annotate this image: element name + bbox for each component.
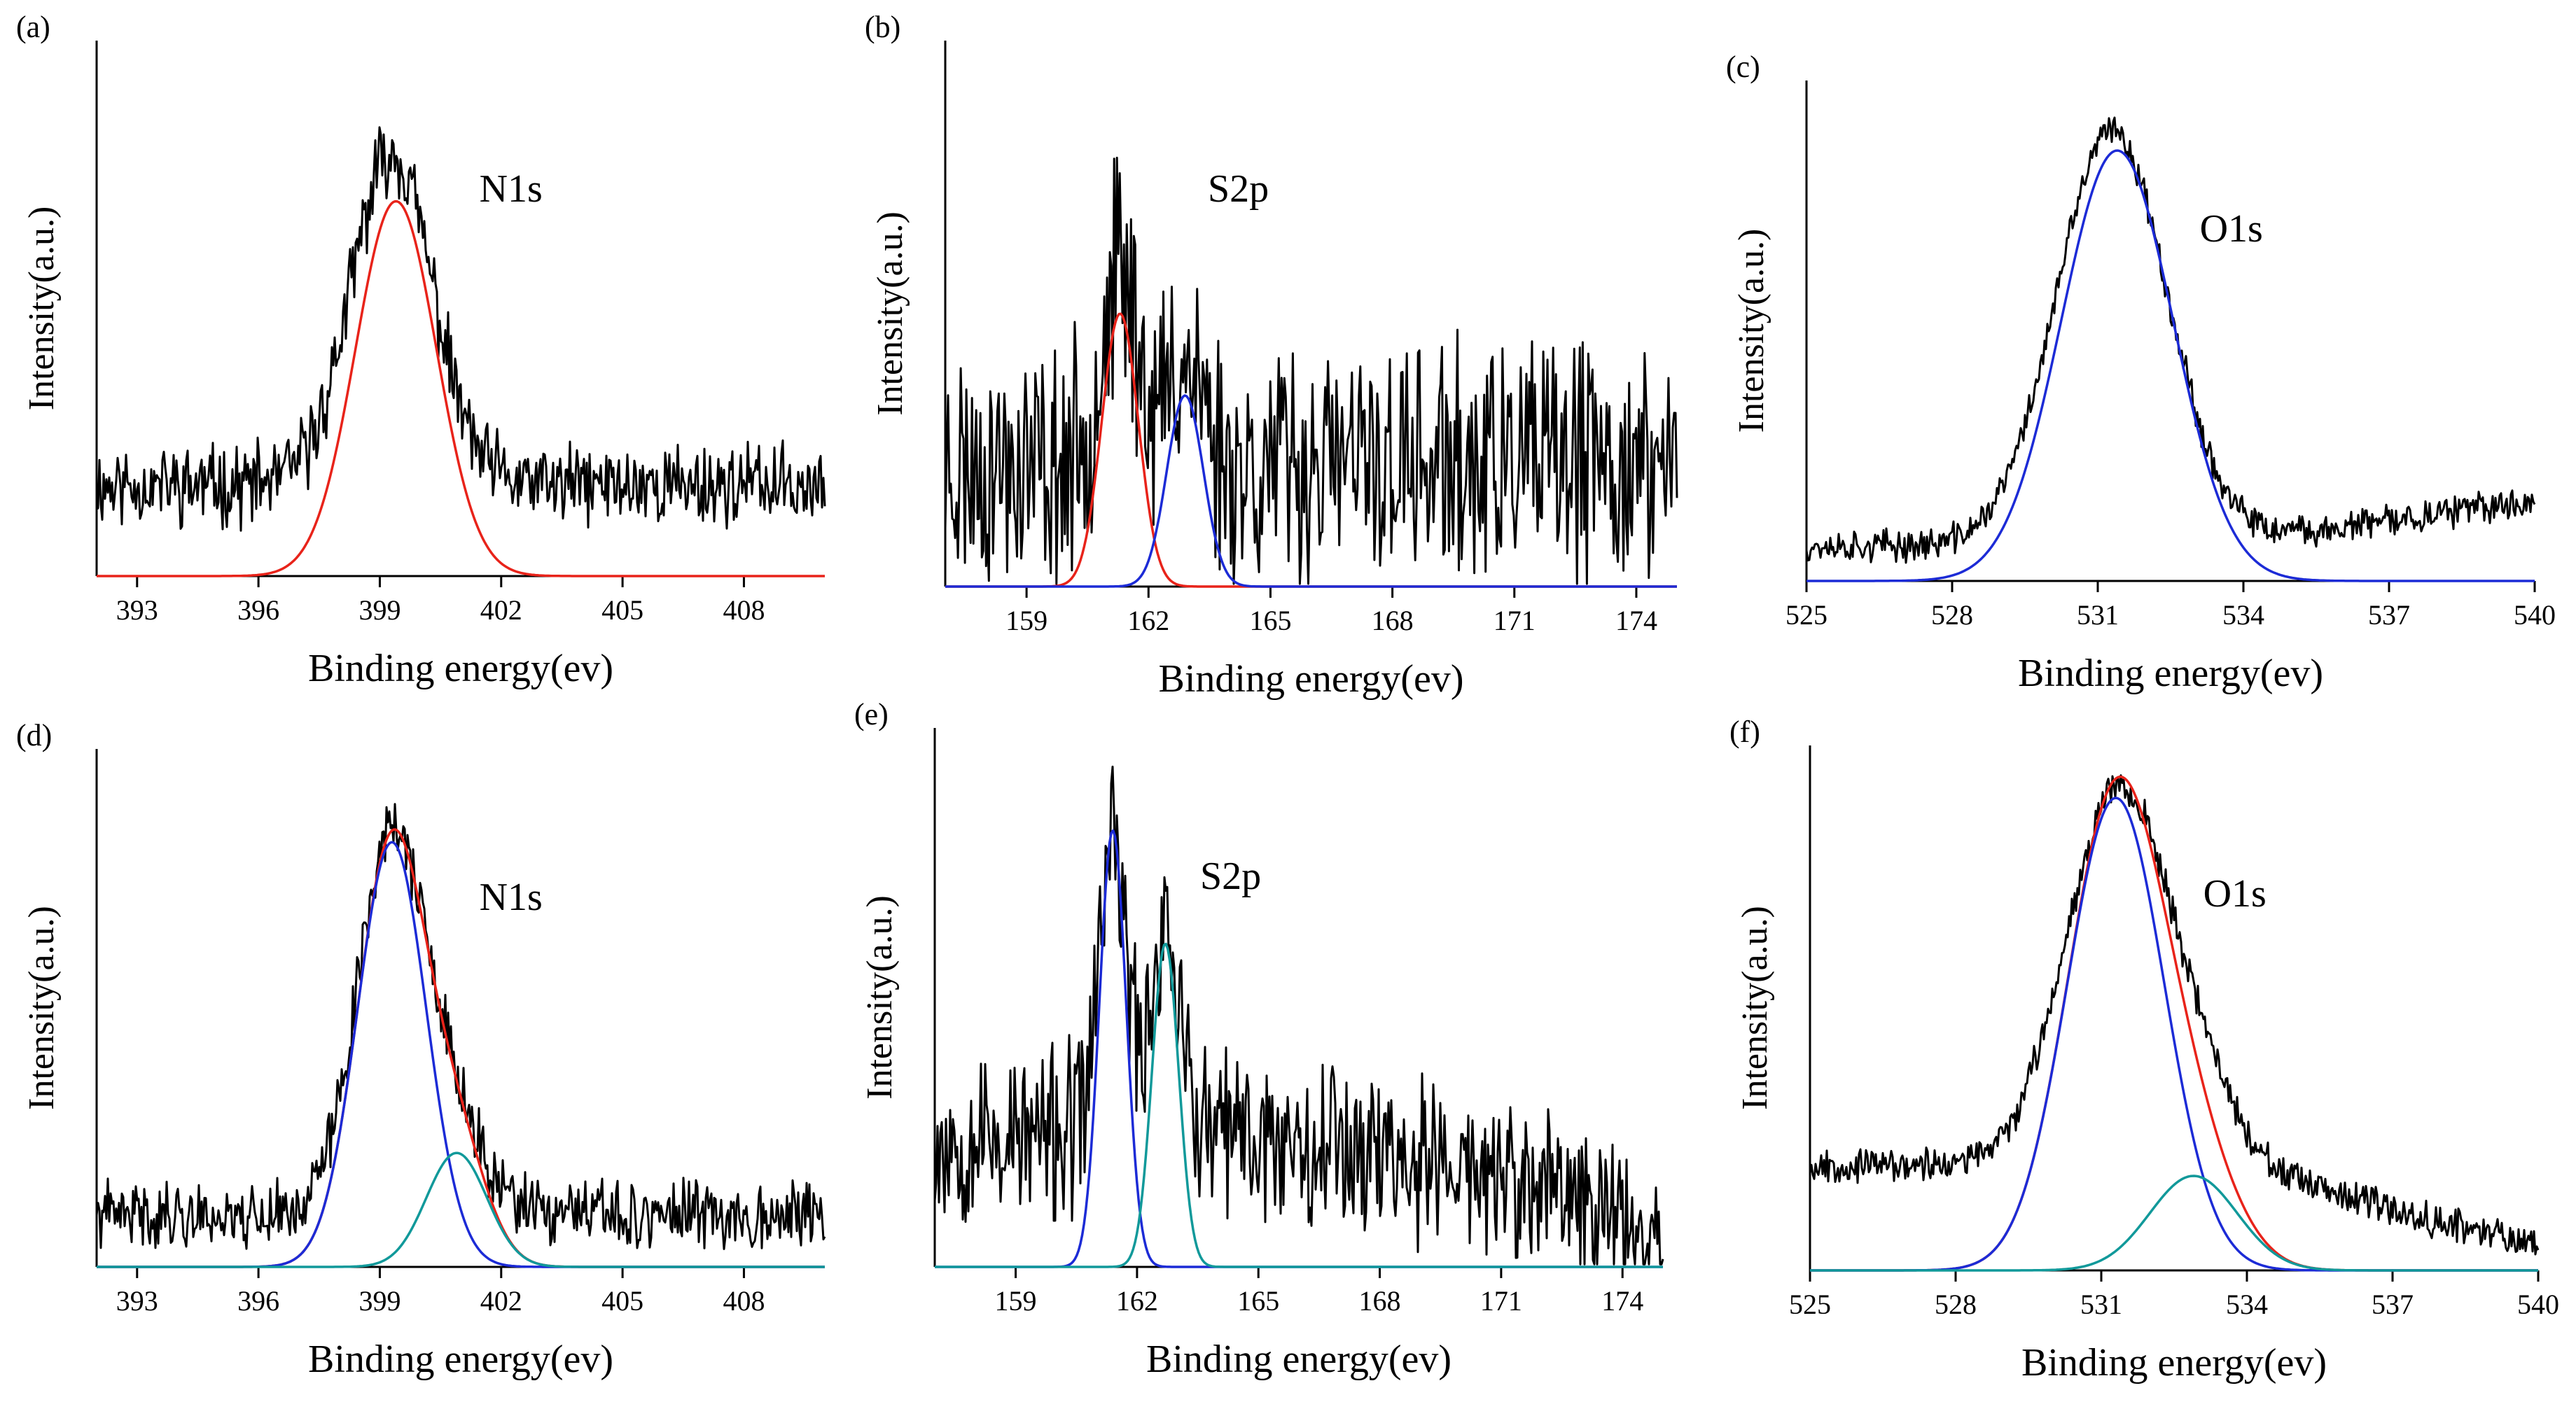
x-tick-label: 531 <box>2077 599 2119 631</box>
x-tick-label: 393 <box>116 594 158 626</box>
y-axis-title: Intensity(a.u.) <box>860 895 900 1100</box>
x-tick-label: 399 <box>358 1285 401 1317</box>
panel-letter: (c) <box>1726 50 1760 84</box>
x-axis-title: Binding energy(ev) <box>308 1338 613 1381</box>
series-raw-spectrum <box>95 803 826 1250</box>
panel-e: 159 162 165 168 171 174 Binding energy(ev) Inte… <box>854 697 1664 1381</box>
series-raw-spectrum <box>96 126 826 532</box>
x-tick-label: 165 <box>1249 605 1291 636</box>
x-tick-label: 534 <box>2226 1289 2268 1320</box>
spectrum-label: N1s <box>480 167 543 211</box>
x-axis-title: Binding energy(ev) <box>1159 657 1464 701</box>
x-tick-label: 168 <box>1359 1285 1401 1317</box>
x-axis-title: Binding energy(ev) <box>308 647 613 690</box>
x-tick-label: 174 <box>1615 605 1657 636</box>
series-component-2 <box>1810 1175 2538 1272</box>
x-tick-label: 540 <box>2517 1289 2559 1320</box>
panel-f: 525 528 531 534 537 540 Binding energy(ev) Inte… <box>1729 715 2559 1385</box>
panel-d: 393 396 399 402 405 408 Binding energy(ev) Inte… <box>16 718 826 1381</box>
series-raw-spectrum <box>933 765 1664 1266</box>
x-tick-label: 525 <box>1789 1289 1831 1320</box>
series-raw-spectrum <box>1809 774 2540 1256</box>
spectrum-label: S2p <box>1208 167 1269 211</box>
series-fit <box>1806 149 2535 582</box>
x-axis-title: Binding energy(ev) <box>1146 1338 1451 1381</box>
x-tick-label: 402 <box>480 594 522 626</box>
series-s2p1-2-fit <box>945 394 1677 588</box>
x-tick-label: 528 <box>1935 1289 1977 1320</box>
x-tick-label: 405 <box>601 594 643 626</box>
x-tick-label: 396 <box>237 1285 279 1317</box>
y-axis-title: Intensity(a.u.) <box>870 211 910 416</box>
panel-a: 393 396 399 402 405 408 Binding energy(ev) Inte… <box>16 10 826 690</box>
x-tick-label: 537 <box>2372 1289 2414 1320</box>
panel-c: 525 528 531 534 537 540 Binding energy(ev) Inte… <box>1726 50 2556 695</box>
series-raw-spectrum <box>944 156 1678 585</box>
x-tick-label: 399 <box>358 594 401 626</box>
x-tick-label: 162 <box>1116 1285 1158 1317</box>
y-axis-title: Intensity(a.u.) <box>1732 229 1771 433</box>
x-tick-label: 168 <box>1372 605 1414 636</box>
spectrum-label: N1s <box>480 876 543 919</box>
series-component-1 <box>935 829 1663 1268</box>
x-axis-title: Binding energy(ev) <box>2021 1341 2327 1385</box>
x-tick-label: 540 <box>2514 599 2556 631</box>
x-tick-label: 408 <box>723 1285 765 1317</box>
series-component-2 <box>97 1151 825 1268</box>
x-tick-label: 171 <box>1480 1285 1522 1317</box>
x-tick-label: 159 <box>995 1285 1037 1317</box>
spectrum-label: O1s <box>2203 872 2267 916</box>
x-tick-label: 174 <box>1601 1285 1643 1317</box>
y-axis-title: Intensity(a.u.) <box>22 906 62 1110</box>
x-tick-label: 162 <box>1127 605 1169 636</box>
x-tick-label: 534 <box>2222 599 2264 631</box>
panel-letter: (f) <box>1729 715 1760 749</box>
series-fit <box>97 199 825 577</box>
x-tick-label: 408 <box>723 594 765 626</box>
series-component-2 <box>935 942 1663 1268</box>
x-tick-label: 171 <box>1494 605 1536 636</box>
panel-letter: (b) <box>865 10 900 44</box>
x-tick-label: 393 <box>116 1285 158 1317</box>
x-tick-label: 405 <box>601 1285 643 1317</box>
x-tick-label: 528 <box>1931 599 1973 631</box>
x-tick-label: 537 <box>2368 599 2410 631</box>
series-component-1 <box>1810 797 2538 1272</box>
x-tick-label: 396 <box>237 594 279 626</box>
x-axis-title: Binding energy(ev) <box>2018 652 2323 695</box>
x-tick-label: 531 <box>2080 1289 2122 1320</box>
panel-letter: (d) <box>16 718 52 752</box>
panel-letter: (a) <box>16 10 50 44</box>
x-tick-label: 159 <box>1005 605 1047 636</box>
y-axis-title: Intensity(a.u.) <box>22 206 62 411</box>
series-envelope <box>1810 776 2538 1272</box>
x-tick-label: 402 <box>480 1285 522 1317</box>
spectrum-label: O1s <box>2200 207 2263 251</box>
x-tick-label: 165 <box>1237 1285 1279 1317</box>
y-axis-title: Intensity(a.u.) <box>1735 906 1775 1110</box>
spectrum-label: S2p <box>1200 855 1261 898</box>
x-tick-label: 525 <box>1785 599 1827 631</box>
panel-b: 159 162 165 168 171 174 Binding energy(ev) Inte… <box>865 10 1678 701</box>
series-raw-spectrum <box>1805 116 2536 564</box>
panel-letter: (e) <box>854 697 889 731</box>
